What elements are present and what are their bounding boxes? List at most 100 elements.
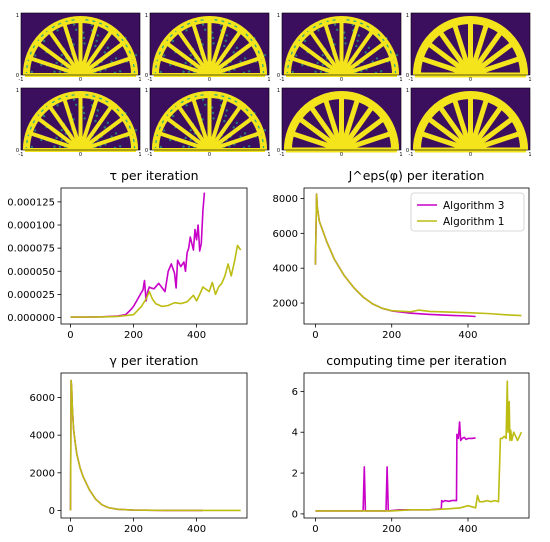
noise-dot bbox=[182, 70, 185, 73]
panel-tick-label-y: 0 bbox=[277, 73, 280, 79]
noise-dot bbox=[395, 54, 399, 57]
y-tick-label: 0.000000 bbox=[7, 313, 55, 324]
x-tick-label: 0 bbox=[67, 524, 73, 535]
noise-dot bbox=[235, 46, 239, 50]
noise-dot bbox=[201, 23, 205, 26]
y-tick-label: 6000 bbox=[30, 393, 55, 404]
chart-title: γ per iteration bbox=[110, 353, 199, 368]
y-tick-label: 4000 bbox=[30, 431, 55, 442]
wheel-hub bbox=[70, 140, 91, 150]
panel-tick-label-y: 0 bbox=[406, 148, 409, 154]
noise-dot bbox=[74, 28, 78, 31]
chart-title: τ per iteration bbox=[109, 168, 198, 183]
legend-box bbox=[410, 192, 525, 232]
x-tick-label: 200 bbox=[382, 330, 401, 341]
panel-tick-label-y: 1 bbox=[16, 13, 19, 19]
panel-tick-label-x: 0 bbox=[340, 77, 343, 83]
panel-tick-label-x: -1 bbox=[19, 77, 24, 83]
noise-dot bbox=[184, 136, 187, 140]
noise-dot bbox=[33, 54, 37, 57]
series-line bbox=[69, 379, 241, 512]
noise-dot bbox=[185, 29, 188, 32]
density-panel: -1 0 101 bbox=[16, 12, 142, 83]
panel-tick-label-y: 0 bbox=[145, 148, 148, 154]
noise-dot bbox=[344, 42, 347, 45]
y-tick-label: 6000 bbox=[273, 229, 298, 240]
noise-dot bbox=[357, 34, 360, 37]
noise-dot bbox=[303, 39, 307, 43]
noise-dot bbox=[94, 44, 97, 48]
noise-dot bbox=[72, 23, 76, 26]
noise-dot bbox=[225, 34, 228, 37]
noise-dot bbox=[355, 44, 358, 48]
noise-dot bbox=[187, 70, 191, 73]
panel-frame bbox=[410, 12, 531, 76]
noise-dot bbox=[114, 132, 118, 135]
y-tick-label: 6 bbox=[292, 387, 298, 398]
noise-dot bbox=[81, 31, 85, 34]
chart-2: J^eps(φ) per iteration 0 200 400 2000 4000 600… bbox=[273, 168, 530, 341]
noise-dot bbox=[169, 63, 172, 67]
panel-tick-label-y: 0 bbox=[16, 73, 19, 79]
panel-tick-label-x: -1 bbox=[148, 152, 153, 158]
wheel-hub bbox=[199, 140, 220, 150]
panel-tick-label-y: 1 bbox=[406, 13, 409, 19]
noise-dot bbox=[185, 104, 188, 107]
noise-dot bbox=[201, 98, 205, 101]
noise-dot bbox=[95, 114, 98, 118]
panel-tick-label-x: 1 bbox=[528, 77, 531, 83]
panel-tick-label-y: 0 bbox=[277, 148, 280, 154]
panel-tick-label-y: 0 bbox=[406, 73, 409, 79]
noise-dot bbox=[263, 129, 267, 132]
noise-dot bbox=[171, 114, 175, 118]
x-tick-label: 200 bbox=[124, 330, 143, 341]
noise-dot bbox=[223, 119, 226, 123]
panel-tick-label-y: 0 bbox=[16, 148, 19, 154]
noise-dot bbox=[212, 117, 215, 120]
noise-dot bbox=[134, 54, 138, 57]
noise-dot bbox=[106, 46, 110, 50]
x-tick-label: 400 bbox=[458, 524, 477, 535]
noise-dot bbox=[224, 39, 227, 43]
noise-dot bbox=[159, 70, 163, 74]
panel-tick-label-y: 1 bbox=[145, 13, 148, 19]
noise-dot bbox=[247, 145, 251, 148]
noise-dot bbox=[94, 119, 97, 123]
panel-frame bbox=[281, 12, 402, 76]
noise-dot bbox=[224, 114, 227, 118]
wheel-hub bbox=[331, 65, 352, 75]
noise-dot bbox=[184, 61, 187, 65]
noise-dot bbox=[375, 57, 379, 60]
noise-dot bbox=[232, 126, 235, 129]
panel-tick-label-x: 1 bbox=[138, 77, 141, 83]
noise-dot bbox=[212, 42, 215, 45]
legend-label: Algorithm 1 bbox=[443, 216, 504, 228]
noise-dot bbox=[189, 138, 192, 141]
noise-dot bbox=[189, 54, 192, 57]
noise-dot bbox=[56, 104, 59, 107]
panel-tick-label-x: 1 bbox=[399, 152, 402, 158]
noise-dot bbox=[189, 129, 192, 132]
wheel-hub bbox=[331, 140, 352, 150]
panel-frame bbox=[20, 87, 141, 151]
noise-dot bbox=[294, 54, 298, 57]
noise-dot bbox=[60, 138, 63, 141]
legend-label: Algorithm 3 bbox=[443, 200, 504, 212]
noise-dot bbox=[114, 57, 118, 60]
x-tick-label: 200 bbox=[382, 524, 401, 535]
panel-tick-label-x: 1 bbox=[267, 152, 270, 158]
noise-dot bbox=[203, 28, 207, 31]
y-tick-label: 0.000075 bbox=[7, 244, 55, 255]
noise-dot bbox=[211, 36, 215, 40]
y-tick-label: 0 bbox=[292, 509, 298, 520]
noise-dot bbox=[74, 103, 78, 106]
noise-dot bbox=[356, 39, 359, 43]
panel-frame bbox=[281, 87, 402, 151]
noise-dot bbox=[42, 39, 46, 43]
legend: Algorithm 3 Algorithm 1 bbox=[410, 192, 525, 232]
wheel-hub bbox=[460, 140, 481, 150]
panel-tick-label-x: 0 bbox=[469, 152, 472, 158]
noise-dot bbox=[379, 70, 383, 73]
noise-dot bbox=[243, 57, 247, 60]
